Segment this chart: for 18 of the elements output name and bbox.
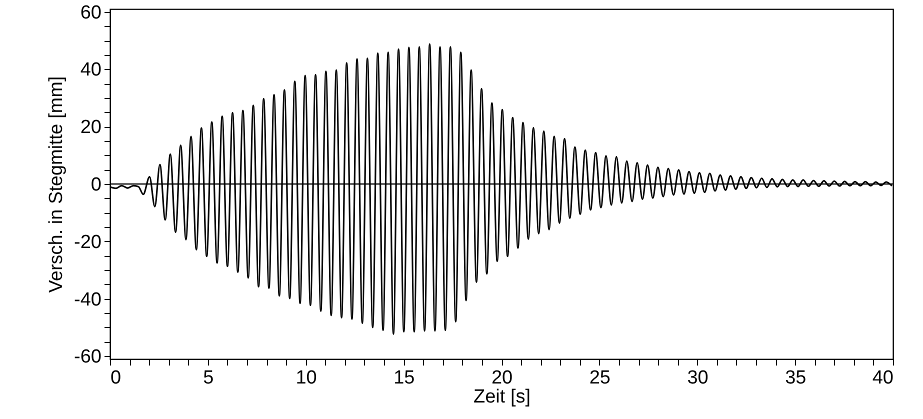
x-tick-label: 0 xyxy=(110,368,122,388)
y-tick-label: 40 xyxy=(80,60,102,81)
y-tick-label: -20 xyxy=(74,232,102,253)
y-tick-label: 20 xyxy=(80,117,102,138)
x-tick-label: 20 xyxy=(491,368,513,388)
y-tick-label: 60 xyxy=(80,2,102,24)
x-axis-title: Zeit [s] xyxy=(473,386,531,408)
x-tick-label: 10 xyxy=(296,368,317,388)
x-tick-label: 15 xyxy=(394,368,415,388)
x-tick-label: 25 xyxy=(589,368,610,388)
x-tick-label: 40 xyxy=(872,368,894,388)
y-axis-title: Versch. in Stegmitte [mm] xyxy=(46,76,68,293)
x-tick-label: 30 xyxy=(687,368,708,388)
y-tick-label: 0 xyxy=(90,174,102,196)
x-tick-label: 35 xyxy=(785,368,806,388)
x-tick-label: 5 xyxy=(203,368,214,388)
y-tick-label: -60 xyxy=(74,346,102,368)
y-tick-label: -40 xyxy=(74,289,102,310)
